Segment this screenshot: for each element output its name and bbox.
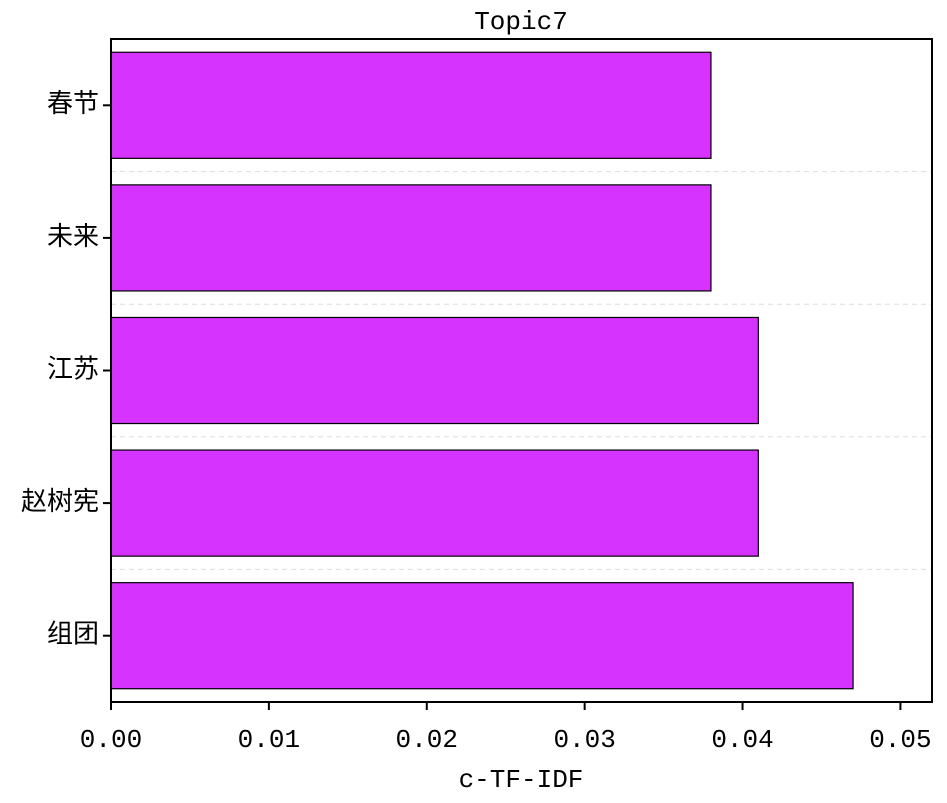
x-tick-label: 0.00 (80, 725, 142, 755)
x-tick-label: 0.02 (396, 725, 458, 755)
y-tick-label: 江苏 (47, 354, 99, 385)
y-tick-label: 组团 (47, 620, 99, 651)
bar (110, 316, 759, 425)
chart-title: Topic7 (474, 7, 568, 37)
x-tick-label: 0.01 (238, 725, 300, 755)
y-tick-label: 春节 (47, 89, 99, 120)
plot-frame (110, 38, 933, 703)
bar (110, 582, 854, 690)
bar (110, 449, 759, 557)
x-tick-label: 0.05 (869, 725, 931, 755)
y-tick-label: 未来 (47, 222, 99, 253)
bar (110, 51, 712, 159)
x-axis-label: c-TF-IDF (459, 765, 584, 795)
bar (110, 184, 712, 292)
x-tick-label: 0.04 (711, 725, 773, 755)
x-tick-label: 0.03 (553, 725, 615, 755)
y-tick-label: 赵树宪 (21, 487, 99, 518)
